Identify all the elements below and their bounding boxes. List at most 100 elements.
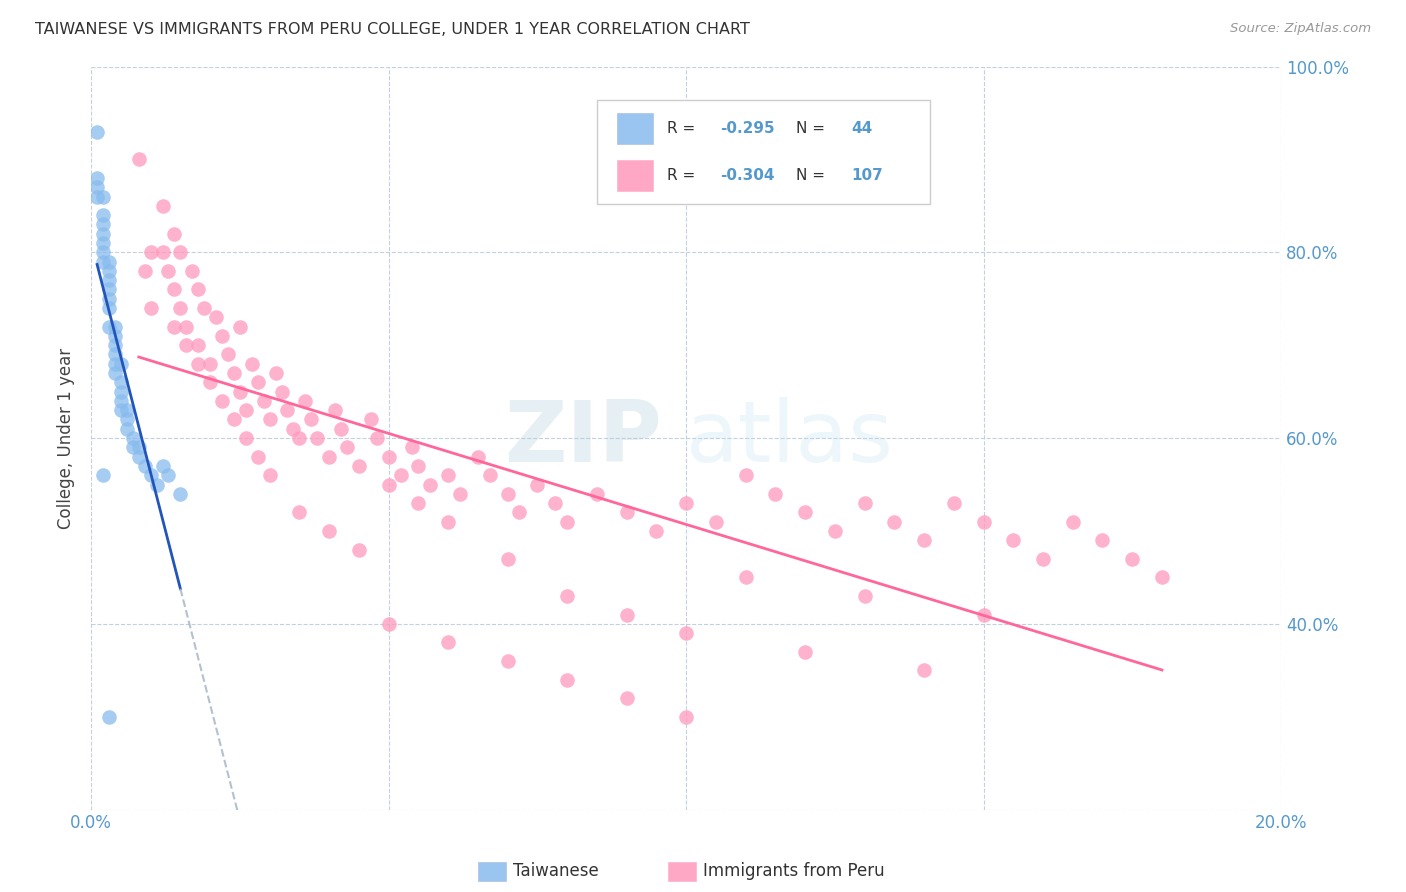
Point — [98, 264, 121, 278]
Point — [389, 468, 412, 483]
Point — [187, 283, 209, 297]
Point — [347, 542, 370, 557]
Point — [104, 338, 127, 352]
Point — [1150, 570, 1173, 584]
Point — [163, 227, 186, 241]
Point — [259, 468, 281, 483]
Point — [115, 403, 138, 417]
Point — [330, 422, 353, 436]
Point — [157, 264, 180, 278]
Point — [86, 189, 108, 203]
Point — [496, 654, 519, 668]
Point — [86, 180, 108, 194]
Point — [377, 450, 399, 464]
Point — [217, 347, 239, 361]
Point — [128, 450, 150, 464]
Point — [121, 441, 143, 455]
Point — [86, 171, 108, 186]
Point — [246, 376, 269, 390]
Point — [288, 431, 311, 445]
Point — [794, 505, 817, 519]
FancyBboxPatch shape — [596, 100, 929, 204]
Point — [115, 422, 138, 436]
Point — [299, 412, 322, 426]
Point — [91, 208, 114, 222]
Point — [198, 376, 221, 390]
Point — [449, 487, 471, 501]
Point — [555, 673, 578, 687]
Point — [152, 199, 174, 213]
Point — [437, 635, 460, 649]
Point — [675, 626, 697, 640]
Point — [169, 301, 191, 315]
Text: atlas: atlas — [686, 397, 894, 480]
Y-axis label: College, Under 1 year: College, Under 1 year — [58, 348, 75, 529]
Point — [734, 570, 756, 584]
Text: -0.295: -0.295 — [720, 120, 775, 136]
Point — [408, 458, 430, 473]
Point — [401, 441, 423, 455]
Text: N =: N = — [796, 120, 830, 136]
Point — [336, 441, 359, 455]
Point — [181, 264, 204, 278]
Point — [853, 589, 876, 603]
Point — [104, 319, 127, 334]
Text: Source: ZipAtlas.com: Source: ZipAtlas.com — [1230, 22, 1371, 36]
Point — [437, 468, 460, 483]
Point — [98, 283, 121, 297]
Point — [496, 551, 519, 566]
Point — [360, 412, 382, 426]
Point — [318, 450, 340, 464]
Point — [229, 384, 252, 399]
Point — [104, 329, 127, 343]
Point — [163, 319, 186, 334]
Point — [318, 524, 340, 538]
Point — [883, 515, 905, 529]
Point — [555, 515, 578, 529]
Point — [704, 515, 727, 529]
Point — [98, 292, 121, 306]
Point — [104, 347, 127, 361]
Point — [91, 218, 114, 232]
Point — [91, 254, 114, 268]
Point — [91, 189, 114, 203]
Text: Immigrants from Peru: Immigrants from Peru — [703, 863, 884, 880]
Point — [912, 663, 935, 677]
Point — [128, 441, 150, 455]
Point — [91, 245, 114, 260]
Point — [145, 477, 167, 491]
Point — [973, 607, 995, 622]
Point — [110, 376, 132, 390]
Point — [508, 505, 530, 519]
Point — [645, 524, 668, 538]
Point — [98, 709, 121, 723]
Point — [323, 403, 346, 417]
FancyBboxPatch shape — [617, 161, 652, 192]
Point — [169, 487, 191, 501]
Text: 44: 44 — [852, 120, 873, 136]
Point — [496, 487, 519, 501]
Point — [675, 496, 697, 510]
Point — [973, 515, 995, 529]
Point — [198, 357, 221, 371]
Text: ZIP: ZIP — [505, 397, 662, 480]
Text: 107: 107 — [852, 169, 883, 184]
Point — [110, 384, 132, 399]
Point — [555, 589, 578, 603]
Point — [176, 319, 198, 334]
Point — [193, 301, 215, 315]
Point — [152, 458, 174, 473]
Point — [229, 319, 252, 334]
Point — [1062, 515, 1084, 529]
Point — [1121, 551, 1143, 566]
Point — [377, 616, 399, 631]
Point — [544, 496, 567, 510]
Point — [347, 458, 370, 473]
Text: -0.304: -0.304 — [720, 169, 775, 184]
Point — [794, 645, 817, 659]
Point — [235, 431, 257, 445]
Point — [283, 422, 305, 436]
Point — [1091, 533, 1114, 548]
Point — [163, 283, 186, 297]
Point — [912, 533, 935, 548]
